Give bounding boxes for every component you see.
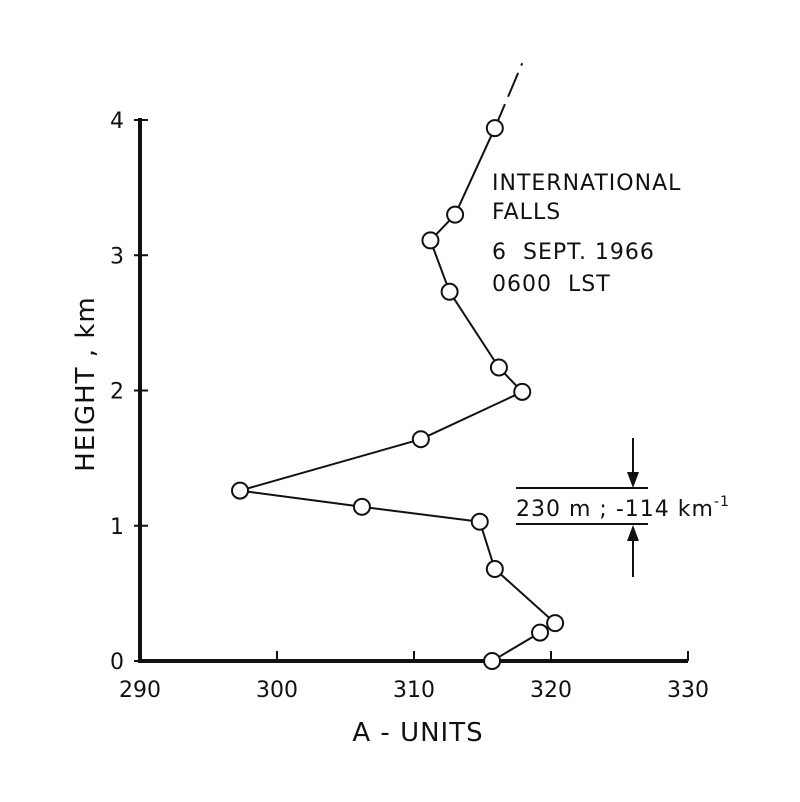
station-line-3: 6 SEPT. 1966 [492,240,655,265]
data-point [446,205,465,224]
series-extension-line [493,62,524,129]
x-axis-title: A - UNITS [352,718,483,748]
layer-thickness-annotation: 230 m ; -114 km-1 [516,438,730,577]
y-axis-title: HEIGHT , km [71,296,101,471]
axes [138,118,688,663]
station-line-4: 0600 LST [492,272,611,297]
series-line [239,127,557,662]
station-line-2: FALLS [492,200,561,225]
y-tick-label: 2 [110,380,124,405]
data-series [231,62,565,670]
layer-label-superscript: -1 [714,494,730,510]
data-point [483,652,502,670]
data-point [546,614,565,633]
station-annotation: INTERNATIONAL FALLS 6 SEPT. 1966 0600 LS… [492,171,681,297]
data-point [440,282,459,301]
x-tick-label: 300 [256,678,298,703]
y-tick-label: 1 [110,515,124,540]
data-point [513,382,532,401]
y-tick-label: 3 [110,244,124,269]
data-point [485,560,504,579]
x-tick-label: 320 [530,678,572,703]
data-point [470,512,489,531]
layer-label: 230 m ; -114 km-1 [516,494,730,522]
data-point [485,119,504,138]
upper-arrow-head [627,472,639,488]
data-point [421,231,440,250]
y-tick-label: 0 [110,650,124,675]
ticks: 290 300 310 320 330 0 1 2 3 4 [110,109,709,703]
x-tick-label: 330 [667,678,709,703]
data-point [489,358,508,377]
layer-label-text: 230 m ; -114 km [516,497,714,522]
x-tick-label: 290 [119,678,161,703]
lower-arrow-head [627,525,639,541]
data-point [531,623,550,642]
x-tick-label: 310 [393,678,435,703]
data-point [411,430,430,449]
data-point [231,481,250,500]
y-tick-label: 4 [110,109,124,134]
data-point [352,497,371,516]
station-line-1: INTERNATIONAL [492,171,681,196]
